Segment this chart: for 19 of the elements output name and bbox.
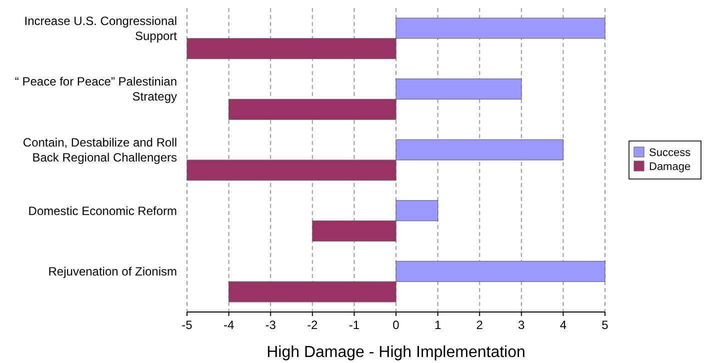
x-tick-label: 4 [560,318,567,332]
y-tick-label: Domestic Economic Reform [28,204,177,218]
x-tick-label: 5 [602,318,609,332]
x-tick-label: -3 [265,318,276,332]
x-tick-label: 0 [392,318,400,332]
y-tick-label: Contain, Destabilize and Roll Back Regional Challengers [22,136,177,164]
legend-label: Damage [649,161,691,173]
legend-label: Success [649,147,692,159]
x-tick-label: -5 [182,318,193,332]
x-tick-label: -1 [348,318,360,332]
x-tick-label: 2 [476,318,484,332]
y-tick-label: Increase U.S. Congressional Support [24,14,178,43]
x-tick-label: -2 [307,318,318,332]
y-tick-label: Rejuvenation of Zionism [48,264,177,279]
y-tick-label: “ Peace for Peace” Palestinian Strategy [14,74,177,104]
x-tick-label: -4 [223,318,234,332]
x-axis-title: High Damage - High Implementation [266,344,526,361]
x-tick-label: 1 [434,318,442,332]
x-tick-label: 3 [518,318,526,332]
